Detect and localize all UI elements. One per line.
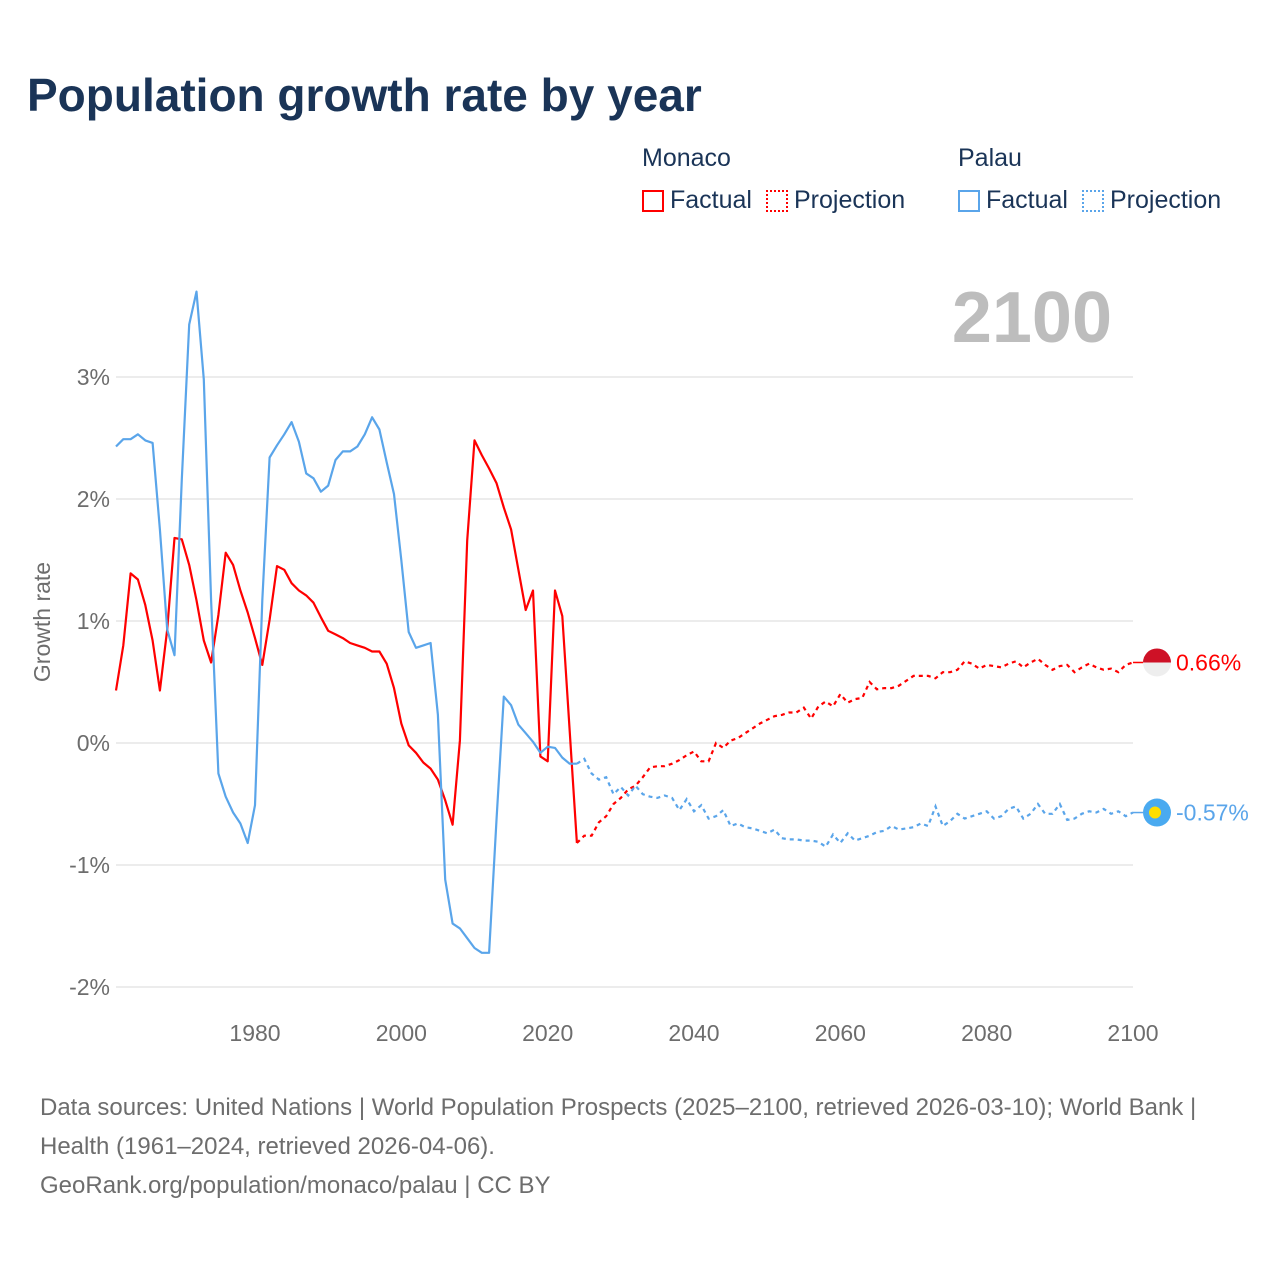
x-tick-label: 2040 (668, 1020, 719, 1046)
palau-factual-line (115, 290, 577, 954)
y-tick-label: 1% (77, 608, 110, 634)
y-tick-label: 3% (77, 364, 110, 390)
x-tick-label: 2080 (961, 1020, 1012, 1046)
y-tick-label: 2% (77, 486, 110, 512)
footer: Data sources: United Nations | World Pop… (40, 1088, 1240, 1205)
x-tick-label: 2060 (815, 1020, 866, 1046)
monaco-factual-line (114, 439, 578, 844)
chart-plot: 2100 Growth rate 3% 2% 1% 0% -1% -2% 1980 2000 2… (29, 278, 1249, 1046)
palau-flag-icon (1143, 798, 1171, 827)
chart-title: Population growth rate by year (27, 69, 702, 121)
credit-link[interactable]: GeoRank.org/population/monaco/palau | CC… (40, 1172, 551, 1199)
y-tick-label: -1% (69, 852, 110, 878)
flag-red-half (1143, 648, 1171, 663)
flag-white-half (1143, 662, 1171, 677)
y-tick-label: -2% (69, 974, 110, 1000)
y-axis-label: Growth rate (29, 562, 55, 682)
legend-label: Factual (670, 186, 752, 214)
monaco-flag-icon (1143, 648, 1171, 677)
x-tick-label: 2000 (376, 1020, 427, 1046)
dotted-swatch-icon (765, 189, 788, 212)
legend-label: Factual (986, 186, 1068, 214)
legend-country: Monaco (642, 144, 731, 172)
legend-country: Palau (958, 144, 1022, 172)
legend-palau-factual[interactable]: Factual (958, 186, 1068, 215)
monaco-projection-line (576, 657, 1134, 844)
year-indicator: 2100 (952, 278, 1112, 358)
x-tick-label: 2100 (1107, 1020, 1158, 1046)
palau-projection-line (576, 757, 1134, 849)
legend-group-monaco: Monaco Factual Projection (642, 144, 905, 215)
solid-swatch-icon (958, 189, 980, 212)
monaco-end-value-label: 0.66% (1176, 649, 1241, 675)
legend-label: Projection (793, 186, 906, 214)
x-tick-label: 1980 (229, 1020, 280, 1046)
legend-monaco-factual[interactable]: Factual (642, 186, 752, 215)
legend-group-palau: Palau Factual Projection (958, 144, 1221, 215)
palau-end-value-label: -0.57% (1176, 800, 1249, 826)
data-sources: Data sources: United Nations | World Pop… (40, 1094, 1197, 1160)
legend-label: Projection (1109, 186, 1222, 214)
legend-palau-projection[interactable]: Projection (1081, 186, 1222, 215)
solid-swatch-icon (642, 189, 664, 212)
legend-monaco-projection[interactable]: Projection (765, 186, 906, 215)
flag-yellow-disc (1149, 806, 1161, 819)
y-tick-label: 0% (77, 730, 110, 756)
dotted-swatch-icon (1081, 189, 1104, 212)
x-tick-label: 2020 (522, 1020, 573, 1046)
